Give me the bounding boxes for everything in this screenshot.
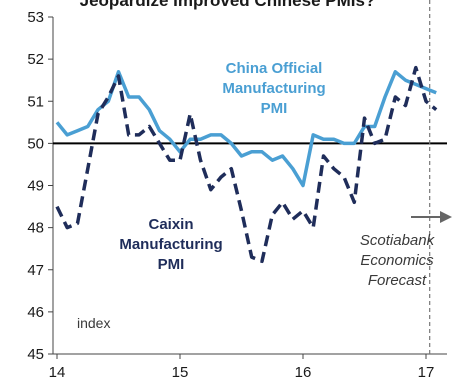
caixin-label-line1: Caixin (148, 216, 193, 233)
caixin-label-line2: Manufacturing (119, 236, 222, 253)
forecast-label-line: Scotiabank (360, 232, 436, 249)
caixin-pmi-line (55, 65, 438, 264)
x-tick-label: 14 (49, 364, 66, 381)
y-tick-label: 46 (27, 304, 44, 321)
x-ticks: 14 15 16 17 (49, 354, 435, 381)
forecast-label-line: Economics (360, 252, 434, 269)
official-label-line1: China Official (226, 60, 323, 77)
y-tick-label: 48 (27, 220, 44, 237)
y-tick-label: 52 (27, 51, 44, 68)
official-label-line3: PMI (261, 100, 288, 117)
series-group (55, 65, 438, 264)
y-tick-label: 50 (27, 135, 44, 152)
x-tick-label: 16 (295, 364, 312, 381)
forecast-label-line: Forecast (368, 272, 427, 289)
y-tick-label: 49 (27, 178, 44, 195)
chart-title: Jeopardize Improved Chinese PMIs? (79, 0, 376, 10)
official-label-line2: Manufacturing (222, 80, 325, 97)
y-tick-label: 47 (27, 262, 44, 279)
y-ticks: 45 46 47 48 49 50 51 52 53 (27, 9, 53, 363)
x-tick-label: 15 (172, 364, 189, 381)
y-axis-label: index (77, 315, 110, 331)
series-labels: China Official Manufacturing PMI Caixin Manu… (119, 60, 325, 273)
y-tick-label: 45 (27, 346, 44, 363)
caixin-label-line3: PMI (158, 256, 185, 273)
y-tick-label: 53 (27, 9, 44, 26)
y-tick-label: 51 (27, 93, 44, 110)
forecast-arrow-head (440, 211, 452, 223)
x-tick-label: 17 (418, 364, 435, 381)
forecast-annotation: Scotiabank Economics Forecast (360, 211, 452, 289)
